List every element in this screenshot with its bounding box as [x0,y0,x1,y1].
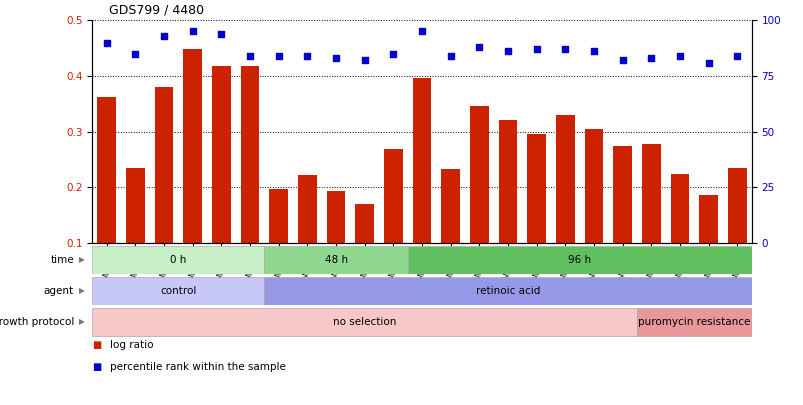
Text: retinoic acid: retinoic acid [475,286,540,296]
Bar [670,174,688,299]
Bar [584,129,602,299]
Text: percentile rank within the sample: percentile rank within the sample [110,362,286,372]
Bar [613,145,631,299]
Text: growth protocol: growth protocol [0,317,74,327]
Point [558,46,571,52]
Bar [699,195,717,299]
Bar [264,245,407,274]
Text: ■: ■ [92,340,102,350]
Point [530,46,543,52]
Point [587,48,600,55]
Point [673,53,686,59]
Bar [498,120,517,299]
Point [730,53,743,59]
Text: time: time [51,255,74,264]
Point [644,55,657,62]
Bar [407,245,751,274]
Bar [636,308,751,336]
Bar [527,134,545,299]
Bar [92,308,636,336]
Bar [92,277,264,305]
Text: agent: agent [44,286,74,296]
Bar [269,189,287,299]
Point [444,53,457,59]
Point [702,59,715,66]
Bar [470,106,488,299]
Bar [441,169,459,299]
Point [386,51,399,57]
Point [501,48,514,55]
Text: GDS799 / 4480: GDS799 / 4480 [108,3,203,16]
Bar [264,277,751,305]
Bar [326,191,345,299]
Bar [97,97,116,299]
Point [243,53,256,59]
Text: 48 h: 48 h [324,255,347,264]
Point [157,32,170,39]
Point [128,51,141,57]
Bar [92,245,264,274]
Point [214,30,227,37]
Bar [183,49,202,299]
Point [100,39,113,46]
Bar [212,66,230,299]
Bar [298,175,316,299]
Bar [728,168,746,299]
Bar [384,149,402,299]
Text: ▶: ▶ [79,286,85,295]
Bar [355,204,373,299]
Bar [126,168,145,299]
Point [415,28,428,35]
Text: ■: ■ [92,362,102,372]
Bar [556,115,574,299]
Text: control: control [160,286,197,296]
Point [472,44,485,50]
Bar [155,87,173,299]
Point [616,57,629,64]
Bar [412,78,431,299]
Bar [642,145,660,299]
Bar [241,66,259,299]
Text: 0 h: 0 h [170,255,186,264]
Point [329,55,342,62]
Text: 96 h: 96 h [568,255,590,264]
Text: no selection: no selection [332,317,396,327]
Text: ▶: ▶ [79,318,85,326]
Point [186,28,199,35]
Point [300,53,313,59]
Point [358,57,371,64]
Point [272,53,285,59]
Text: log ratio: log ratio [110,340,153,350]
Text: puromycin resistance: puromycin resistance [638,317,750,327]
Text: ▶: ▶ [79,255,85,264]
